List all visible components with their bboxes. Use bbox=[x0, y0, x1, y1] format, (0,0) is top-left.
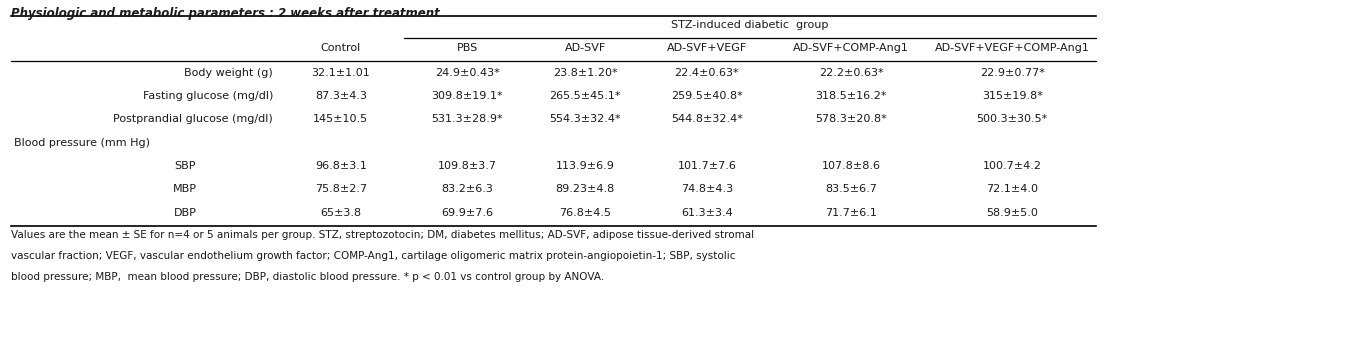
Text: 22.4±0.63*: 22.4±0.63* bbox=[675, 68, 739, 78]
Text: 61.3±3.4: 61.3±3.4 bbox=[682, 208, 732, 218]
Text: STZ-induced diabetic  group: STZ-induced diabetic group bbox=[671, 20, 829, 30]
Text: 109.8±3.7: 109.8±3.7 bbox=[437, 161, 497, 171]
Text: 100.7±4.2: 100.7±4.2 bbox=[982, 161, 1042, 171]
Text: 69.9±7.6: 69.9±7.6 bbox=[441, 208, 493, 218]
Text: 87.3±4.3: 87.3±4.3 bbox=[314, 91, 367, 101]
Text: 89.23±4.8: 89.23±4.8 bbox=[556, 185, 615, 194]
Text: AD-SVF+VEGF: AD-SVF+VEGF bbox=[667, 43, 747, 53]
Text: 318.5±16.2*: 318.5±16.2* bbox=[816, 91, 887, 101]
Text: 107.8±8.6: 107.8±8.6 bbox=[821, 161, 881, 171]
Text: AD-SVF: AD-SVF bbox=[564, 43, 607, 53]
Text: 500.3±30.5*: 500.3±30.5* bbox=[977, 115, 1048, 124]
Text: 72.1±4.0: 72.1±4.0 bbox=[986, 185, 1038, 194]
Text: Body weight (g): Body weight (g) bbox=[184, 68, 273, 78]
Text: 554.3±32.4*: 554.3±32.4* bbox=[549, 115, 622, 124]
Text: 96.8±3.1: 96.8±3.1 bbox=[316, 161, 366, 171]
Text: Control: Control bbox=[321, 43, 361, 53]
Text: Fasting glucose (mg/dl): Fasting glucose (mg/dl) bbox=[143, 91, 273, 101]
Text: Postprandial glucose (mg/dl): Postprandial glucose (mg/dl) bbox=[113, 115, 273, 124]
Text: 71.7±6.1: 71.7±6.1 bbox=[825, 208, 877, 218]
Text: 22.9±0.77*: 22.9±0.77* bbox=[979, 68, 1045, 78]
Text: 58.9±5.0: 58.9±5.0 bbox=[986, 208, 1038, 218]
Text: AD-SVF+VEGF+COMP-Ang1: AD-SVF+VEGF+COMP-Ang1 bbox=[934, 43, 1090, 53]
Text: 101.7±7.6: 101.7±7.6 bbox=[678, 161, 736, 171]
Text: 309.8±19.1*: 309.8±19.1* bbox=[432, 91, 503, 101]
Text: vascular fraction; VEGF, vascular endothelium growth factor; COMP-Ang1, cartilag: vascular fraction; VEGF, vascular endoth… bbox=[11, 251, 735, 261]
Text: 23.8±1.20*: 23.8±1.20* bbox=[553, 68, 617, 78]
Text: blood pressure; MBP,  mean blood pressure; DBP, diastolic blood pressure. * p < : blood pressure; MBP, mean blood pressure… bbox=[11, 272, 604, 282]
Text: 75.8±2.7: 75.8±2.7 bbox=[314, 185, 367, 194]
Text: MBP: MBP bbox=[173, 185, 197, 194]
Text: AD-SVF+COMP-Ang1: AD-SVF+COMP-Ang1 bbox=[794, 43, 908, 53]
Text: PBS: PBS bbox=[456, 43, 478, 53]
Text: 24.9±0.43*: 24.9±0.43* bbox=[434, 68, 500, 78]
Text: 259.5±40.8*: 259.5±40.8* bbox=[671, 91, 743, 101]
Text: Blood pressure (mm Hg): Blood pressure (mm Hg) bbox=[14, 138, 150, 148]
Text: 113.9±6.9: 113.9±6.9 bbox=[556, 161, 615, 171]
Text: Physiologic and metabolic parameters : 2 weeks after treatment: Physiologic and metabolic parameters : 2… bbox=[11, 7, 440, 20]
Text: 22.2±0.63*: 22.2±0.63* bbox=[818, 68, 884, 78]
Text: 32.1±1.01: 32.1±1.01 bbox=[311, 68, 370, 78]
Text: 74.8±4.3: 74.8±4.3 bbox=[680, 185, 734, 194]
Text: SBP: SBP bbox=[175, 161, 195, 171]
Text: 83.5±6.7: 83.5±6.7 bbox=[825, 185, 877, 194]
Text: 145±10.5: 145±10.5 bbox=[313, 115, 369, 124]
Text: 265.5±45.1*: 265.5±45.1* bbox=[549, 91, 622, 101]
Text: 315±19.8*: 315±19.8* bbox=[982, 91, 1042, 101]
Text: 76.8±4.5: 76.8±4.5 bbox=[559, 208, 612, 218]
Text: DBP: DBP bbox=[173, 208, 197, 218]
Text: 544.8±32.4*: 544.8±32.4* bbox=[671, 115, 743, 124]
Text: Values are the mean ± SE for n=4 or 5 animals per group. STZ, streptozotocin; DM: Values are the mean ± SE for n=4 or 5 an… bbox=[11, 230, 754, 241]
Text: 65±3.8: 65±3.8 bbox=[320, 208, 362, 218]
Text: 578.3±20.8*: 578.3±20.8* bbox=[816, 115, 887, 124]
Text: 83.2±6.3: 83.2±6.3 bbox=[441, 185, 493, 194]
Text: 531.3±28.9*: 531.3±28.9* bbox=[432, 115, 503, 124]
